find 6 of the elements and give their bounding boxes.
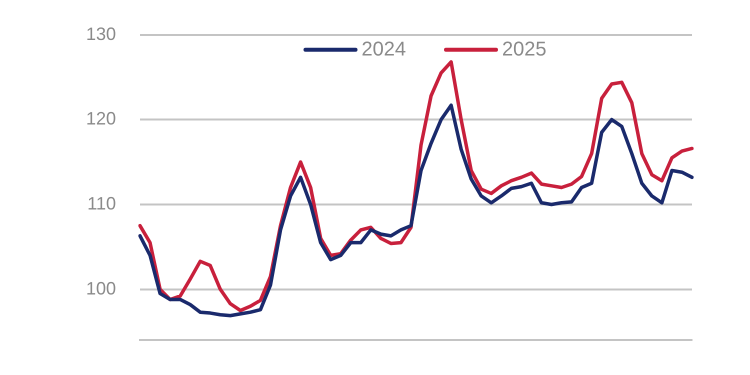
y-tick-label: 130 [86,24,116,44]
legend-label: 2025 [502,38,546,60]
legend-label: 2024 [362,38,406,60]
y-tick-label: 100 [86,278,116,298]
y-tick-label: 110 [87,193,116,214]
y-tick-label: 120 [86,108,116,129]
